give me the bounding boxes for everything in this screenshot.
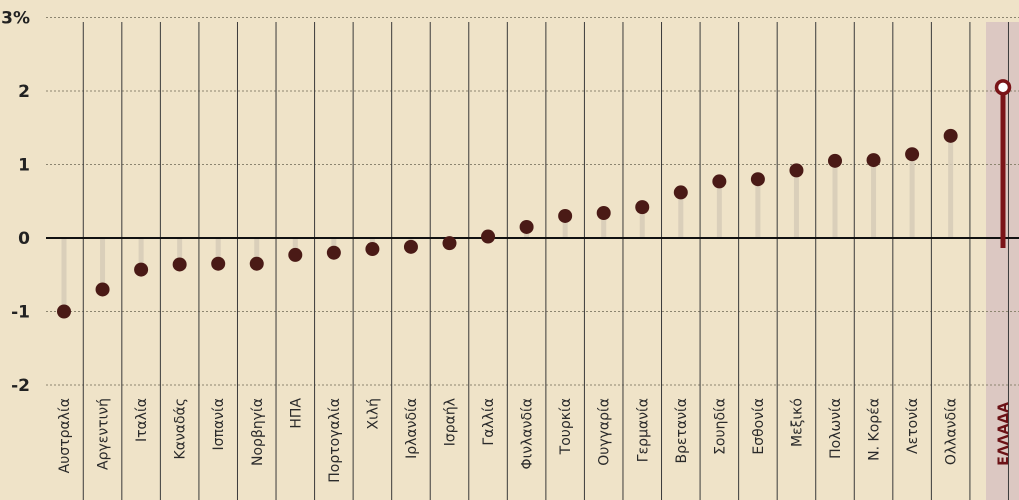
x-tick-label: Ουγγαρία [597, 398, 613, 466]
data-point [172, 257, 187, 272]
x-tick-label: Φινλανδία [520, 398, 536, 469]
data-point [558, 208, 573, 223]
data-point [828, 153, 842, 168]
y-tick-label: 0 [18, 229, 30, 249]
x-tick-label: Ιρλανδία [404, 398, 420, 459]
data-point [95, 282, 110, 297]
data-point [750, 172, 765, 187]
x-tick-label: Νορβηγία [250, 398, 266, 466]
stem [100, 238, 106, 290]
y-tick-label: 1 [18, 156, 30, 176]
stem [793, 170, 799, 238]
stem [716, 181, 722, 238]
x-tick-label: Καναδάς [173, 398, 189, 459]
stem [177, 238, 183, 265]
x-tick-label: Ισπανία [211, 398, 227, 450]
stem [832, 160, 838, 238]
stem [678, 192, 684, 238]
x-tick-label: Αργεντινή [96, 398, 112, 470]
stem [601, 213, 607, 238]
data-point [326, 245, 341, 260]
x-tick-label: Αυστραλία [57, 398, 73, 473]
x-tick-label: ΗΠΑ [288, 398, 304, 429]
data-point [905, 147, 920, 162]
data-point [596, 206, 611, 221]
data-point [789, 163, 804, 178]
x-tick-label: Πορτογαλία [327, 398, 343, 483]
data-point [442, 236, 457, 251]
data-point [211, 256, 226, 271]
x-tick-label: ΕΛΛΑΔΑ [996, 402, 1012, 466]
x-tick-label: Σουηδία [712, 398, 728, 455]
data-point [519, 219, 534, 234]
stem [871, 160, 877, 238]
stem [948, 135, 954, 238]
highlight-stem [1000, 87, 1006, 248]
data-point [866, 153, 881, 168]
x-tick-label: Χιλή [365, 398, 381, 430]
data-point [673, 185, 688, 200]
data-point [365, 242, 380, 257]
x-tick-label: Γερμανία [635, 398, 651, 462]
y-tick-label: 3% [1, 9, 30, 29]
stem [331, 238, 337, 253]
data-point [481, 229, 496, 244]
stem [909, 154, 915, 238]
stem [254, 238, 260, 264]
data-point [249, 256, 264, 271]
x-tick-label: Ολλανδία [944, 398, 960, 465]
stem [755, 179, 761, 238]
stem [639, 207, 645, 238]
data-point [134, 262, 149, 277]
x-tick-label: Βρετανία [674, 398, 690, 464]
y-tick-label: 2 [18, 82, 30, 102]
stem [61, 238, 67, 312]
stem [215, 238, 221, 264]
x-tick-label: Ν. Κορέα [867, 398, 883, 461]
y-tick-label: -2 [11, 376, 30, 396]
data-point [57, 304, 71, 319]
stem [138, 238, 144, 270]
stem [292, 238, 298, 255]
data-point [635, 200, 650, 215]
x-tick-label: Γαλλία [481, 398, 497, 446]
data-point [943, 128, 958, 143]
x-tick-label: Τουρκία [558, 398, 574, 455]
x-tick-label: Λετονία [905, 398, 921, 454]
x-tick-label: Εσθονία [751, 398, 767, 455]
y-tick-label: -1 [11, 303, 30, 323]
highlight-point [994, 79, 1012, 96]
x-tick-label: Μεξικό [789, 398, 805, 447]
data-point [288, 247, 303, 262]
x-tick-label: Πολωνία [828, 398, 844, 459]
x-tick-label: Ιταλία [134, 398, 150, 442]
stem [562, 215, 568, 238]
data-point [403, 239, 418, 254]
x-tick-label: Ισραήλ [443, 398, 459, 446]
data-point [712, 174, 727, 189]
